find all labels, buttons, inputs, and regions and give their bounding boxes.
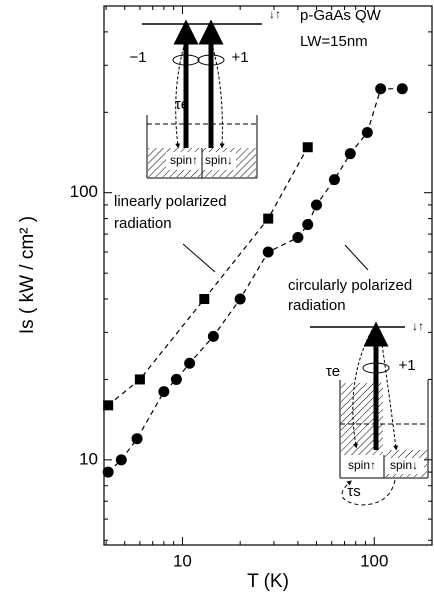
inset-label: τe: [326, 363, 340, 380]
point: [344, 148, 356, 160]
point: [103, 400, 114, 411]
point: [263, 213, 274, 224]
y-tick-label: 100: [70, 182, 98, 201]
annotation: linearly polarized: [114, 193, 227, 210]
pointer: [182, 243, 216, 273]
inset-label: spin↑: [170, 153, 198, 167]
point: [302, 219, 314, 231]
inset-label: +1: [231, 49, 248, 66]
inset-bottom: [310, 321, 429, 506]
inset-label: ↓↑: [412, 319, 424, 333]
x-axis-label: T (K): [247, 571, 289, 592]
point: [199, 294, 210, 305]
point: [311, 199, 323, 211]
y-axis-label: Is ( kW / cm² ): [17, 216, 38, 334]
annotation: circularly polarized: [288, 277, 412, 294]
plot-frame: [103, 5, 433, 546]
point: [262, 246, 274, 258]
point: [184, 357, 196, 369]
inset-label: spin↓: [390, 458, 418, 472]
x-tick-label: 100: [360, 551, 388, 570]
chart-subtitle: LW=15nm: [300, 33, 368, 50]
point: [328, 174, 340, 186]
chart-title: p-GaAs QW: [300, 7, 382, 24]
point: [158, 386, 170, 398]
point: [292, 231, 304, 243]
inset-label: −1: [129, 49, 146, 66]
point: [115, 454, 127, 466]
point: [234, 293, 246, 305]
point: [375, 83, 387, 95]
point: [207, 330, 219, 342]
annotation: radiation: [114, 215, 172, 232]
inset-label: spin↓: [205, 153, 233, 167]
annotation: radiation: [288, 297, 346, 314]
y-tick-label: 10: [79, 449, 98, 468]
point: [396, 83, 408, 95]
point: [170, 373, 182, 385]
inset-label: τs: [347, 483, 360, 500]
point: [361, 127, 373, 139]
point: [302, 142, 313, 153]
inset-label: τe: [175, 96, 189, 113]
inset-label: ↓↑: [269, 7, 281, 21]
pointer: [344, 244, 369, 271]
point: [102, 466, 114, 478]
fit-line: [107, 146, 309, 406]
inset-label: spin↑: [348, 458, 376, 472]
inset-top: [142, 19, 262, 179]
inset-label: +1: [398, 357, 415, 374]
point: [134, 374, 145, 385]
x-tick-label: 10: [173, 551, 192, 570]
point: [131, 433, 143, 445]
plot-area: [102, 6, 433, 545]
